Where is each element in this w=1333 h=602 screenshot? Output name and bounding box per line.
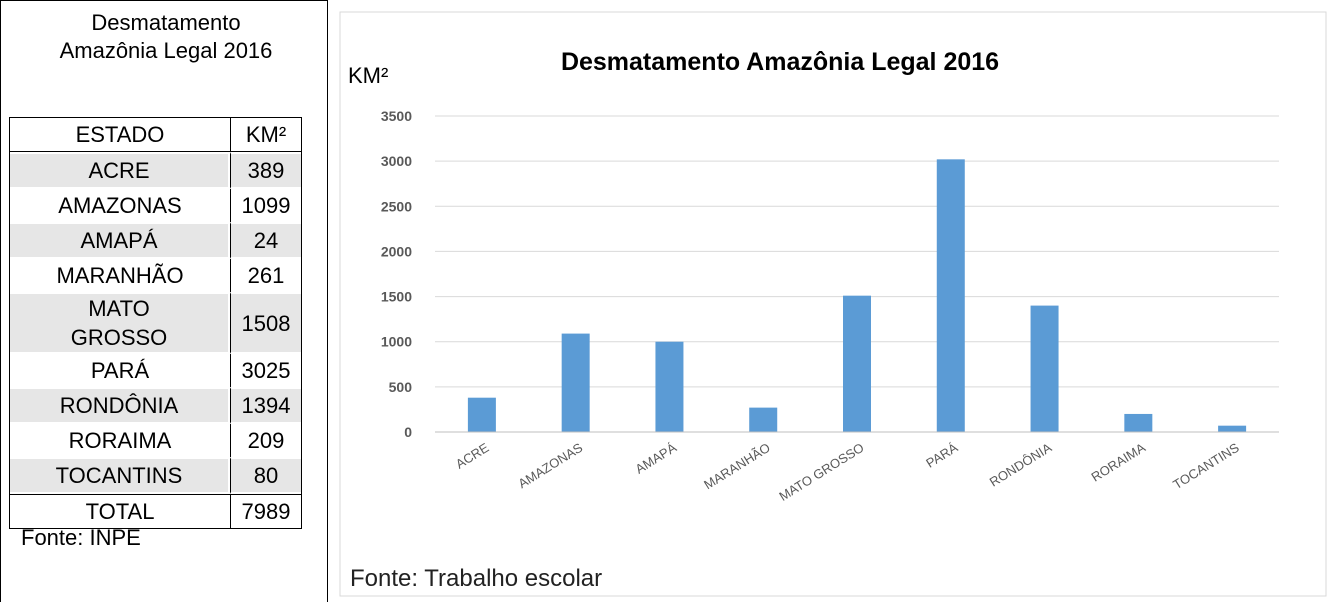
table-row: AMAZONAS 1099	[10, 189, 301, 222]
y-tick-label: 3000	[381, 153, 412, 169]
bar	[749, 407, 778, 432]
cell-text: AMAZONAS	[58, 193, 182, 218]
chart-frame	[339, 11, 1327, 597]
cell-text: TOCANTINS	[55, 463, 183, 488]
cell-text: 24	[230, 222, 301, 259]
cell-text: 7989	[230, 494, 301, 528]
cell-text: MATO GROSSO	[70, 296, 168, 350]
table-row: MARANHÃO 261	[10, 259, 301, 292]
y-tick-label: 1500	[381, 289, 412, 305]
y-tick-label: 3500	[381, 108, 412, 124]
y-tick-label: 2500	[381, 198, 412, 214]
cell-text: KM²	[230, 118, 301, 152]
table-title: Desmatamento Amazônia Legal 2016	[59, 10, 273, 63]
cell-text: 261	[230, 259, 301, 292]
bar	[1030, 305, 1059, 432]
table-panel: Desmatamento Amazônia Legal 2016 ESTADO K…	[0, 0, 328, 602]
cell-text: 80	[230, 457, 301, 494]
bar	[561, 333, 590, 432]
data-table: ESTADO KM² ACRE 389 AMAZONAS 1099 AMAPÁ 24 MARAN…	[9, 117, 302, 529]
table-row: RONDÔNIA 1394	[10, 387, 301, 424]
table-row: MATO GROSSO 1508	[10, 292, 301, 354]
cell-text: MARANHÃO	[56, 263, 184, 288]
chart-source: Fonte: Trabalho escolar	[350, 565, 602, 592]
cell-text: RONDÔNIA	[59, 393, 179, 418]
table-row: TOCANTINS 80	[10, 457, 301, 494]
bar	[1124, 413, 1153, 432]
y-tick-label: 500	[389, 379, 413, 395]
total-row: TOTAL 7989	[10, 494, 301, 528]
cell-text: TOTAL	[85, 499, 155, 524]
header-row: ESTADO KM²	[10, 118, 301, 152]
table-row: AMAPÁ 24	[10, 222, 301, 259]
table-row: PARÁ 3025	[10, 354, 301, 387]
cell-text: PARÁ	[90, 358, 150, 383]
table-row: ACRE 389	[10, 152, 301, 189]
table-row: RORAIMA 209	[10, 424, 301, 457]
y-axis-label: KM²	[348, 63, 388, 88]
cell-text: 3025	[230, 354, 301, 387]
cell-text: 1099	[230, 189, 301, 222]
bar	[655, 341, 684, 432]
bar	[936, 159, 965, 432]
bar	[467, 397, 496, 432]
table-source: Fonte: INPE	[21, 525, 141, 550]
y-tick-label: 2000	[381, 243, 412, 259]
cell-text: ACRE	[88, 158, 150, 183]
y-tick-label: 0	[404, 424, 412, 440]
cell-text: 1508	[230, 292, 301, 354]
y-tick-label: 1000	[381, 334, 412, 350]
cell-text: 209	[230, 424, 301, 457]
chart-title: Desmatamento Amazônia Legal 2016	[561, 48, 999, 76]
bar	[1218, 425, 1247, 432]
bar	[843, 295, 871, 432]
cell-text: 1394	[230, 387, 301, 424]
cell-text: RORAIMA	[68, 428, 172, 453]
cell-text: ESTADO	[75, 122, 165, 147]
cell-text: AMAPÁ	[80, 228, 158, 253]
cell-text: 389	[230, 152, 301, 189]
